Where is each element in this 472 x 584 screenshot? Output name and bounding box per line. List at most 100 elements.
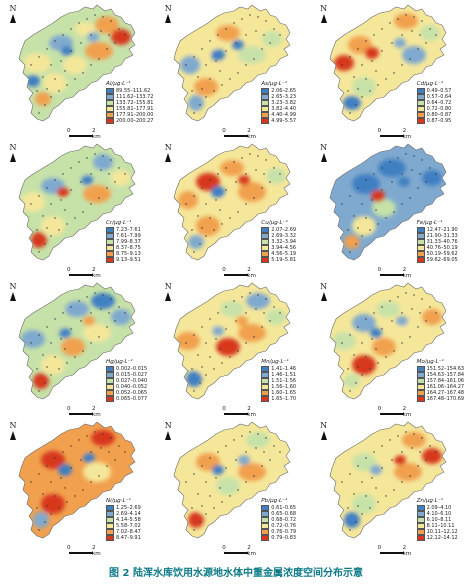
sample-point [380,50,383,52]
legend: Mo/μg·L⁻¹ 151.52–154.63 154.63–157.84 157.8… [416,359,465,403]
sample-point [58,507,60,509]
sample-point [80,459,82,461]
concentration-zone [65,438,89,454]
concentration-zone [371,25,392,41]
map-panel-as: N As/μg·L⁻¹ 2.06–2.65 2.65–3.23 3.23–3.82 3.8… [158,3,309,141]
scale-unit: 2 km [247,545,256,557]
concentration-zone [75,22,95,36]
sample-point [360,235,363,237]
sample-point [42,76,44,78]
sample-point [62,173,64,175]
scale-line [69,274,93,276]
concentration-zone [216,25,241,41]
sample-point [225,167,227,169]
sample-point [54,179,56,181]
sample-point [408,475,411,477]
legend: Al/μg·L⁻¹ 89.55–111.62 111.62–133.72 133.72… [106,81,154,125]
legend-item: 5.19–5.81 [261,256,309,264]
concentration-zone [393,455,406,465]
legend-item: 9.13–9.51 [106,256,154,264]
concentration-zone [83,462,111,482]
legend-label: 2.06–2.65 [271,88,297,94]
scale-unit: 2 km [247,128,256,140]
legend-label: 7.99–8.37 [116,239,141,245]
sample-point [400,451,403,453]
sample-point [273,28,275,30]
reservoir-map-pb [173,421,291,539]
sample-point [235,181,237,183]
sample-point [352,493,355,495]
sample-point [225,328,227,330]
sample-point [110,20,112,22]
sample-point [38,334,40,336]
legend-label: 2.69–4.14 [116,511,141,517]
sample-point [199,382,201,384]
sample-point [64,348,66,350]
sample-point [106,48,108,50]
legend-label: 7.23–7.61 [116,227,141,233]
sample-point [265,298,267,300]
legend-swatch [416,256,425,264]
sample-point [60,477,62,479]
sample-point [418,34,421,36]
concentration-zone [232,40,245,50]
sample-point [416,465,419,467]
sample-point [263,451,265,453]
sample-point [70,445,72,447]
reservoir-map-mo [329,282,447,400]
sample-point [44,243,46,245]
sample-point [360,481,363,483]
concentration-zone [61,338,85,356]
reservoir-map-mn [173,282,291,400]
sample-point [66,362,68,364]
sample-point [199,104,201,106]
map-panel-zn: N Zn/μg·L⁻¹ 2.09–4.10 4.10–6.10 6.10–8.11 8.1… [314,420,465,558]
sample-point [237,211,239,213]
sample-point [233,300,235,302]
sample-point [124,451,126,453]
arrow-up-icon [320,14,327,23]
concentration-zone [111,309,131,325]
sample-point [404,14,407,16]
legend-label: 1.65–1.70 [271,396,297,402]
sample-point [110,159,112,161]
sample-point [58,368,60,370]
scale-bar: 0 2 km [222,267,256,279]
sample-point [193,112,195,114]
sample-point [213,229,215,231]
sample-point [420,20,423,22]
sample-point [102,155,104,157]
concentration-zone [178,191,199,209]
concentration-zone [35,92,51,106]
sample-point [201,187,203,189]
sample-point [215,477,217,479]
concentration-zone [220,160,245,176]
north-arrow-icon: N [162,422,174,440]
sample-point [388,439,391,441]
sample-point [245,203,247,205]
sample-point [392,489,395,491]
sample-point [100,447,102,449]
sample-point [360,342,363,344]
sample-point [90,342,92,344]
legend: Zn/μg·L⁻¹ 2.09–4.10 4.10–6.10 6.10–8.11 8.11… [416,498,465,542]
sample-point [38,56,40,58]
legend: Pb/μg·L⁻¹ 0.61–0.65 0.65–0.68 0.68–0.72 0.72… [261,498,309,542]
sample-point [38,529,40,531]
concentration-zone [83,316,95,326]
legend-label: 155.81–177.91 [116,106,154,112]
legend-label: 0.002–0.015 [116,366,148,372]
sample-point [209,318,211,320]
sample-point [221,84,223,86]
legend-label: 2.09–4.10 [426,505,452,511]
sample-point [257,433,259,435]
sample-point [370,338,373,340]
sample-point [237,350,239,352]
sample-point [108,312,110,314]
sample-point [205,96,207,98]
sample-point [86,157,88,159]
sample-point [263,312,265,314]
concentration-zone [87,32,99,42]
reservoir-map-fe [329,143,447,261]
sample-point [124,173,126,175]
